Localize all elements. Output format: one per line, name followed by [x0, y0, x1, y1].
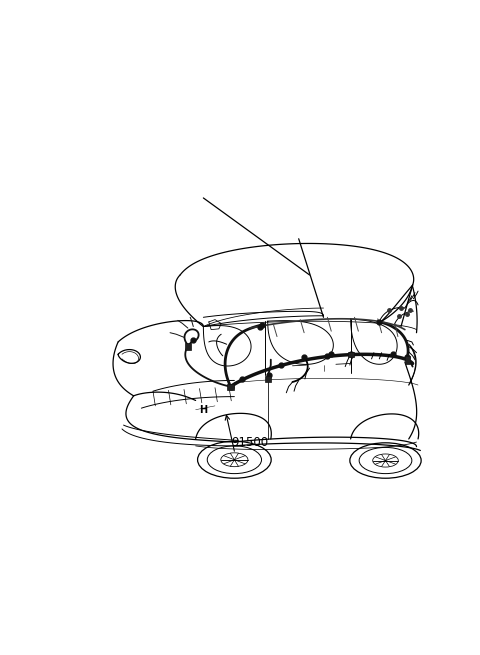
Text: 91500: 91500: [231, 436, 268, 449]
Bar: [348, 352, 354, 356]
Bar: [264, 376, 271, 382]
Bar: [185, 343, 191, 350]
Bar: [405, 356, 410, 364]
Bar: [227, 384, 234, 390]
Text: H: H: [199, 405, 207, 415]
